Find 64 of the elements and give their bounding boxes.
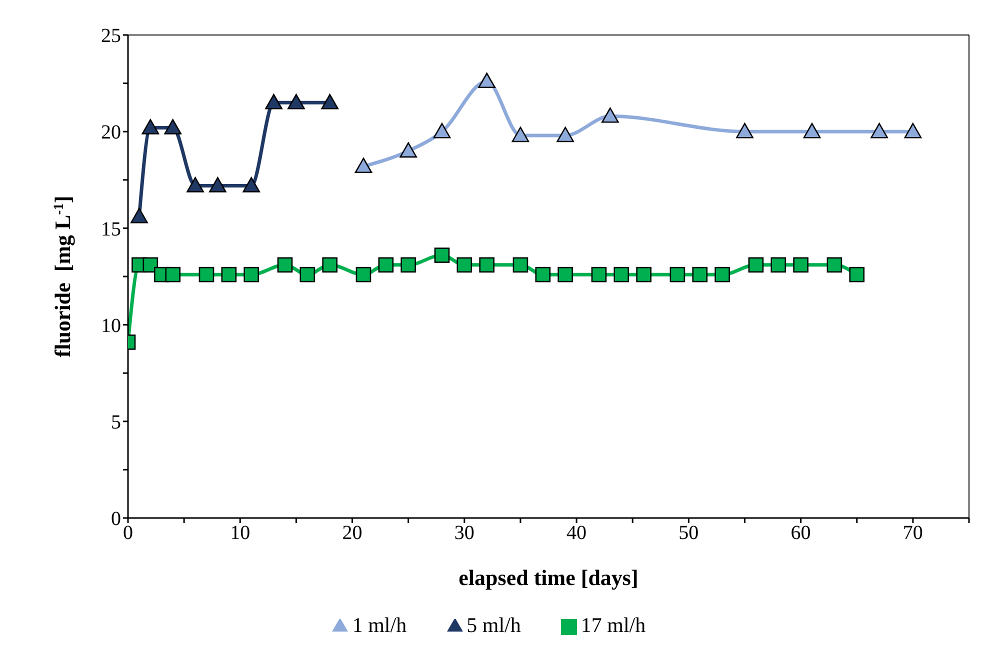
point — [556, 126, 574, 142]
point — [186, 177, 204, 192]
point — [434, 248, 450, 263]
point — [793, 257, 808, 273]
point — [277, 257, 293, 273]
point — [849, 266, 865, 282]
point — [636, 266, 652, 282]
point — [400, 257, 416, 273]
point — [748, 257, 764, 273]
point — [378, 257, 394, 273]
point — [602, 107, 619, 123]
point — [692, 266, 708, 282]
legend-label: 17 ml/h — [580, 613, 646, 637]
point — [433, 122, 451, 138]
point — [512, 257, 528, 273]
y-tick-label: 20 — [101, 122, 121, 144]
x-tick-label: 50 — [678, 522, 699, 544]
point — [904, 122, 922, 138]
point — [265, 94, 282, 110]
legend-label: 5 ml/h — [466, 613, 521, 637]
point — [456, 257, 472, 273]
x-tick-label: 30 — [454, 522, 474, 544]
point — [714, 266, 730, 282]
point — [670, 266, 686, 282]
point — [826, 257, 842, 273]
x-tick-label: 40 — [566, 522, 587, 544]
point — [354, 158, 372, 174]
x-tick-label: 20 — [342, 522, 362, 544]
x-axis-title: elapsed time [days] — [458, 565, 638, 590]
legend-label: 1 ml/h — [352, 613, 407, 637]
point — [221, 266, 237, 282]
y-tick-label: 0 — [111, 508, 121, 530]
point — [209, 177, 226, 192]
y-tick-label: 25 — [101, 25, 121, 48]
point — [244, 266, 259, 282]
y-tick-label: 15 — [101, 218, 121, 240]
point — [870, 122, 888, 138]
point — [479, 257, 494, 273]
point — [558, 266, 573, 282]
point — [198, 266, 214, 282]
y-tick-label: 10 — [101, 314, 121, 337]
point — [164, 119, 182, 134]
point — [142, 119, 160, 134]
point — [321, 94, 338, 110]
point — [165, 266, 181, 282]
point — [803, 122, 821, 138]
point — [591, 266, 607, 282]
x-tick-label: 10 — [230, 522, 250, 544]
x-tick-label: 70 — [902, 522, 923, 544]
point — [300, 266, 316, 282]
point — [535, 266, 551, 282]
point — [512, 126, 530, 142]
point — [614, 266, 630, 282]
point — [242, 177, 260, 192]
point — [130, 208, 148, 224]
point — [478, 72, 496, 88]
point — [770, 257, 786, 273]
point — [288, 94, 305, 110]
y-tick-label: 5 — [111, 412, 121, 434]
point — [736, 122, 754, 138]
x-tick-label: 60 — [790, 522, 811, 544]
point — [322, 257, 338, 273]
point — [400, 142, 417, 158]
point — [356, 266, 372, 282]
